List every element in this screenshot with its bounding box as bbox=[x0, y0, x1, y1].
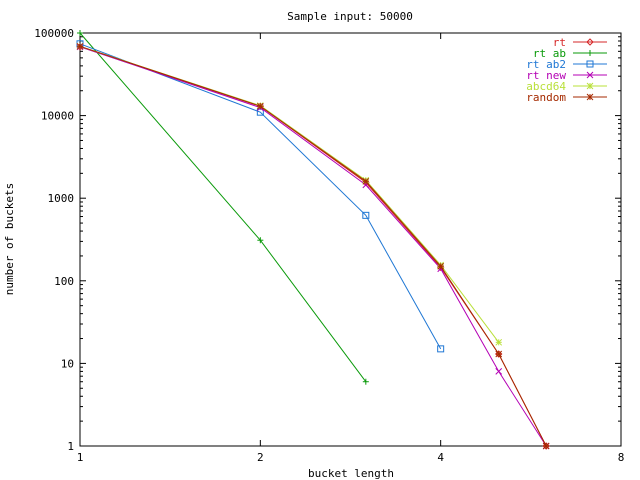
series-line-rt-ab2 bbox=[79, 43, 442, 350]
data-point-rt-ab bbox=[362, 378, 369, 385]
series-rt-ab2 bbox=[76, 40, 445, 353]
data-point-random bbox=[542, 442, 550, 450]
marker-stroke bbox=[495, 338, 503, 346]
legend-label: random bbox=[526, 91, 566, 104]
data-point-rt-ab2 bbox=[437, 345, 445, 353]
marker-stroke bbox=[362, 177, 370, 185]
marker-stroke bbox=[495, 368, 503, 375]
marker-stroke bbox=[437, 262, 445, 270]
marker-stroke bbox=[586, 71, 594, 79]
chart-title: Sample input: 50000 bbox=[287, 10, 413, 23]
y-tick-label: 1 bbox=[67, 440, 74, 453]
marker-shape bbox=[586, 38, 594, 46]
series-rt-ab bbox=[77, 30, 369, 385]
legend-marker bbox=[586, 71, 594, 79]
legend-label: rt ab bbox=[533, 47, 566, 60]
axes: 1 2 4 8 1 10 100 1000 10000 100000 bbox=[34, 27, 624, 464]
marker-stroke bbox=[495, 350, 503, 358]
legend-marker bbox=[586, 60, 594, 68]
data-point-rt-ab bbox=[77, 30, 83, 36]
series-random bbox=[76, 42, 550, 450]
data-point-abcd64 bbox=[495, 338, 503, 346]
series-line-random bbox=[79, 45, 547, 447]
legend-marker bbox=[586, 82, 594, 90]
legend-item-random: random bbox=[526, 91, 607, 104]
series-line-rt-new bbox=[79, 46, 547, 447]
series-abcd64 bbox=[76, 42, 503, 346]
data-point-rt-ab bbox=[257, 237, 264, 244]
legend-item-rt-ab: rt ab bbox=[533, 47, 607, 60]
series-layer bbox=[76, 30, 550, 450]
legend-marker bbox=[586, 38, 594, 46]
x-tick-label: 4 bbox=[437, 451, 444, 464]
series-rt bbox=[76, 43, 550, 450]
marker-stroke bbox=[586, 93, 594, 101]
legend-label: abcd64 bbox=[526, 80, 566, 93]
y-tick-label: 10 bbox=[61, 357, 74, 370]
legend-label: rt ab2 bbox=[526, 58, 566, 71]
series-line-abcd64 bbox=[79, 45, 500, 343]
series-rt-new bbox=[76, 43, 550, 450]
marker-shape bbox=[362, 211, 370, 219]
y-axis-label: number of buckets bbox=[3, 183, 16, 296]
data-point-random bbox=[76, 42, 84, 50]
marker-shape bbox=[586, 60, 594, 68]
legend-item-rt: rt bbox=[553, 36, 607, 49]
x-tick-label: 2 bbox=[257, 451, 264, 464]
marker-stroke bbox=[586, 82, 594, 90]
y-tick-label: 100000 bbox=[34, 27, 74, 40]
plot-frame bbox=[79, 32, 622, 447]
y-tick-label: 10000 bbox=[41, 110, 74, 123]
data-point-random bbox=[437, 262, 445, 270]
data-point-rt-new bbox=[495, 368, 503, 375]
marker-stroke bbox=[76, 42, 84, 50]
x-tick-label: 8 bbox=[618, 451, 625, 464]
legend-label: rt bbox=[553, 36, 566, 49]
x-tick-label: 1 bbox=[77, 451, 84, 464]
data-point-random bbox=[256, 102, 264, 110]
data-point-random bbox=[495, 350, 503, 358]
marker-stroke bbox=[542, 442, 550, 450]
data-point-random bbox=[362, 177, 370, 185]
legend-marker bbox=[587, 50, 593, 56]
series-line-rt-ab bbox=[79, 32, 367, 382]
data-point-rt-ab2 bbox=[362, 211, 370, 219]
y-tick-label: 1000 bbox=[48, 192, 75, 205]
marker-stroke bbox=[256, 102, 264, 110]
y-tick-label: 100 bbox=[54, 275, 74, 288]
marker-shape bbox=[437, 345, 445, 353]
legend-item-rt-new: rt new bbox=[526, 69, 607, 82]
legend-marker bbox=[586, 93, 594, 101]
legend-item-abcd64: abcd64 bbox=[526, 80, 607, 93]
legend-label: rt new bbox=[526, 69, 566, 82]
legend-item-rt-ab2: rt ab2 bbox=[526, 58, 607, 71]
x-axis-label: bucket length bbox=[308, 467, 394, 480]
series-line-rt bbox=[79, 46, 547, 447]
